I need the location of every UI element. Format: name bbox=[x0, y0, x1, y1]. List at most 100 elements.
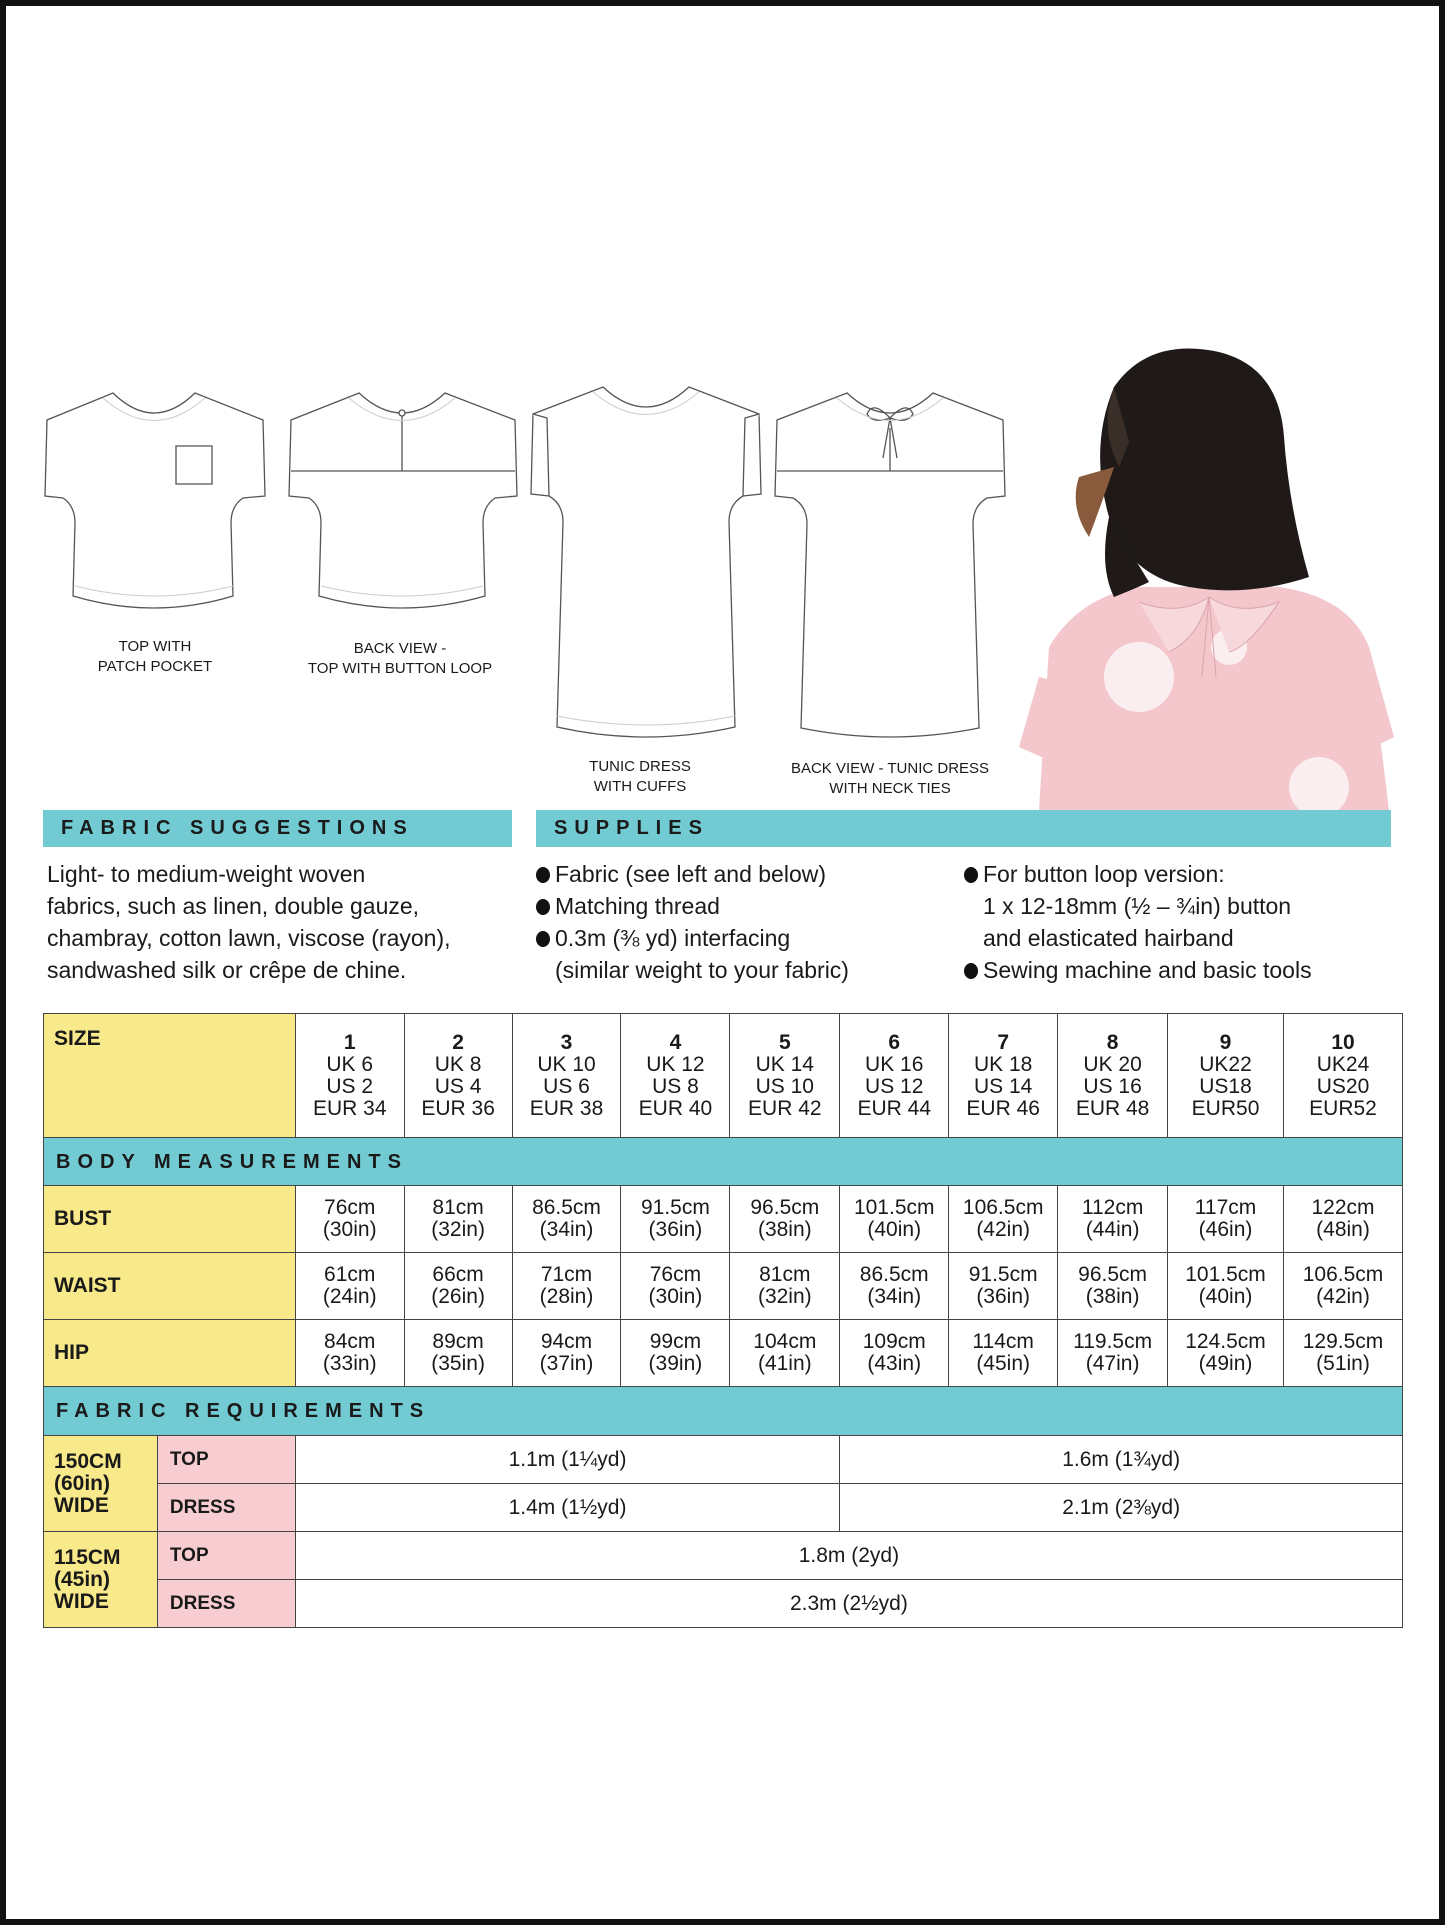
label-line: WITH NECK TIES bbox=[829, 780, 951, 797]
measurement-cell: 86.5cm (34in) bbox=[839, 1252, 950, 1320]
width-line: (45in) bbox=[54, 1567, 111, 1591]
measurement-label: WAIST bbox=[43, 1252, 296, 1320]
fabric-requirements-header-row: FABRIC REQUIREMENTS bbox=[43, 1386, 1403, 1436]
measurement-cell: 99cm (39in) bbox=[620, 1319, 731, 1387]
bullet-icon bbox=[536, 899, 550, 915]
measurement-cell: 96.5cm (38in) bbox=[729, 1185, 841, 1253]
value-cm: 76cm bbox=[649, 1263, 702, 1286]
size-number: 10 bbox=[1331, 1030, 1355, 1054]
measurement-cell: 109cm (43in) bbox=[839, 1319, 950, 1387]
value-cm: 96.5cm bbox=[750, 1196, 820, 1219]
value-cm: 86.5cm bbox=[532, 1196, 601, 1219]
measurement-cell: 61cm (24in) bbox=[294, 1252, 405, 1320]
value-in: (40in) bbox=[867, 1218, 922, 1241]
fabric-row: DRESS 2.3m (2½yd) bbox=[44, 1579, 1404, 1628]
value-cm: 117cm bbox=[1194, 1196, 1257, 1219]
size-eur: EUR 44 bbox=[857, 1096, 931, 1120]
size-uk: UK 12 bbox=[646, 1052, 705, 1076]
measurement-cell: 89cm (35in) bbox=[403, 1319, 513, 1387]
value-in: (42in) bbox=[976, 1218, 1031, 1241]
label-line: WITH CUFFS bbox=[593, 778, 687, 795]
value-cm: 81cm bbox=[759, 1263, 811, 1286]
measurement-cell: 129.5cm (51in) bbox=[1282, 1319, 1404, 1387]
measurement-cell: 91.5cm (36in) bbox=[620, 1185, 731, 1253]
width-line: (60in) bbox=[54, 1471, 111, 1495]
value-cm: 66cm bbox=[432, 1263, 484, 1286]
value-cm: 129.5cm bbox=[1302, 1330, 1384, 1353]
supplies-header: SUPPLIES bbox=[536, 810, 1391, 847]
size-chart-table: SIZE 1 UK 6 US 2 EUR 34 2 UK 8 US 4 EUR 36 3 UK 10… bbox=[43, 1013, 1404, 1628]
fabric-row: DRESS 1.4m (1½yd) 2.1m (2⅜yd) bbox=[44, 1483, 1403, 1532]
size-us: US 10 bbox=[755, 1074, 814, 1098]
list-item-continuation: and elasticated hairband bbox=[983, 925, 1234, 951]
size-row: SIZE 1 UK 6 US 2 EUR 34 2 UK 8 US 4 EUR 36 3 UK 10… bbox=[43, 1013, 1404, 1138]
bullet-icon bbox=[536, 867, 550, 883]
value-cm: 99cm bbox=[649, 1330, 702, 1353]
list-item: Fabric (see left and below) bbox=[536, 858, 849, 890]
size-number: 3 bbox=[560, 1030, 573, 1054]
size-column-header: 7 UK 18 US 14 EUR 46 bbox=[948, 1013, 1059, 1138]
value-in: (35in) bbox=[431, 1352, 485, 1375]
value-in: (36in) bbox=[976, 1285, 1031, 1308]
measurement-cell: 86.5cm (34in) bbox=[511, 1185, 622, 1253]
size-column-header: 9 UK22 US18 EUR50 bbox=[1167, 1013, 1284, 1138]
item-text: For button loop version: bbox=[983, 861, 1225, 887]
size-label: SIZE bbox=[43, 1013, 296, 1138]
value-cm: 84cm bbox=[324, 1330, 376, 1353]
item-text: Matching thread bbox=[555, 893, 720, 919]
list-item: Sewing machine and basic tools bbox=[964, 954, 1312, 986]
value-in: (48in) bbox=[1316, 1218, 1370, 1241]
text-line: chambray, cotton lawn, viscose (rayon), bbox=[47, 925, 451, 951]
size-uk: UK 10 bbox=[537, 1052, 596, 1076]
value-in: (51in) bbox=[1316, 1352, 1370, 1375]
size-uk: UK24 bbox=[1316, 1052, 1370, 1076]
value-cm: 71cm bbox=[540, 1263, 593, 1286]
fabric-row: 115CM (45in) WIDE TOP 1.8m (2yd) bbox=[43, 1531, 1404, 1628]
size-us: US 8 bbox=[652, 1074, 699, 1098]
garment-label-top-button-loop: BACK VIEW - TOP WITH BUTTON LOOP bbox=[270, 639, 530, 679]
fabric-amount-cell: 2.1m (2⅜yd) bbox=[839, 1483, 1403, 1532]
measurement-cell: 66cm (26in) bbox=[403, 1252, 513, 1320]
size-eur: EUR 42 bbox=[748, 1096, 822, 1120]
size-eur: EUR50 bbox=[1191, 1096, 1260, 1120]
bullet-icon bbox=[536, 931, 550, 947]
size-us: US 6 bbox=[543, 1074, 590, 1098]
width-line: WIDE bbox=[54, 1589, 109, 1613]
size-us: US18 bbox=[1199, 1074, 1252, 1098]
value-in: (28in) bbox=[539, 1285, 594, 1308]
item-text: 0.3m (⅜ yd) interfacing bbox=[555, 925, 791, 951]
measurement-cell: 104cm (41in) bbox=[729, 1319, 841, 1387]
measurement-cell: 124.5cm (49in) bbox=[1167, 1319, 1284, 1387]
list-item: 0.3m (⅜ yd) interfacing bbox=[536, 922, 849, 954]
value-in: (24in) bbox=[322, 1285, 377, 1308]
tunic-dress-neck-ties-back-drawing bbox=[774, 392, 1006, 738]
label-line: PATCH POCKET bbox=[97, 658, 213, 675]
text-line: sandwashed silk or crêpe de chine. bbox=[47, 957, 407, 983]
size-us: US20 bbox=[1316, 1074, 1370, 1098]
measurement-cell: 117cm (46in) bbox=[1167, 1185, 1284, 1253]
value-cm: 109cm bbox=[862, 1330, 926, 1353]
size-column-header: 1 UK 6 US 2 EUR 34 bbox=[294, 1013, 405, 1138]
value-cm: 76cm bbox=[324, 1196, 376, 1219]
size-uk: UK 20 bbox=[1083, 1052, 1142, 1076]
value-cm: 89cm bbox=[432, 1330, 484, 1353]
measurement-cell: 91.5cm (36in) bbox=[948, 1252, 1059, 1320]
garment-type-label: DRESS bbox=[156, 1483, 296, 1532]
garment-label-tunic-dress-cuffs: TUNIC DRESS WITH CUFFS bbox=[510, 757, 770, 797]
size-eur: EUR 46 bbox=[966, 1096, 1040, 1120]
measurement-cell: 119.5cm (47in) bbox=[1057, 1319, 1169, 1387]
list-item-continuation: (similar weight to your fabric) bbox=[555, 957, 849, 983]
text-line: Light- to medium-weight woven bbox=[47, 861, 366, 887]
supplies-list-1: Fabric (see left and below) Matching thr… bbox=[536, 858, 849, 986]
measurement-cell: 101.5cm (40in) bbox=[1167, 1252, 1284, 1320]
size-eur: EUR 38 bbox=[529, 1096, 604, 1120]
value-cm: 61cm bbox=[324, 1263, 376, 1286]
size-uk: UK22 bbox=[1199, 1052, 1252, 1076]
size-column-header: 4 UK 12 US 8 EUR 40 bbox=[620, 1013, 731, 1138]
fabric-amount-cell: 1.4m (1½yd) bbox=[294, 1483, 841, 1532]
measurement-cell: 84cm (33in) bbox=[294, 1319, 405, 1387]
garment-type-label: TOP bbox=[156, 1531, 296, 1580]
fabric-amount-cell: 1.6m (1¾yd) bbox=[839, 1435, 1403, 1484]
value-in: (33in) bbox=[322, 1352, 377, 1375]
